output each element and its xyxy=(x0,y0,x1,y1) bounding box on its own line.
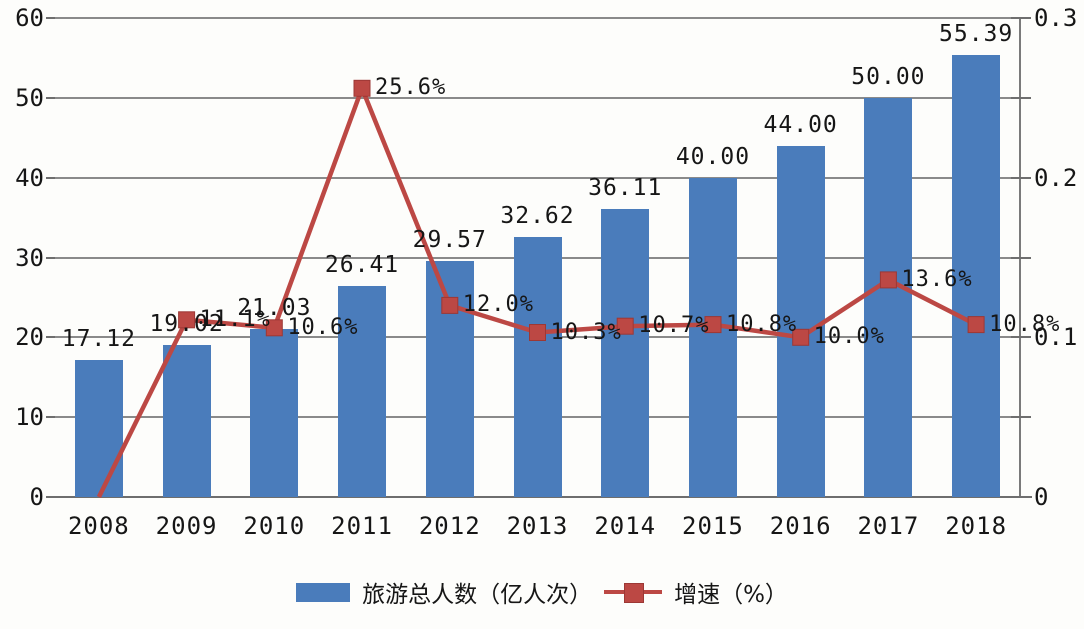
legend-bar-swatch xyxy=(296,582,351,602)
left-axis-label-10: 10 xyxy=(15,403,44,432)
growth-marker-2017 xyxy=(879,271,897,289)
right-axis-tick-4 xyxy=(1011,176,1031,179)
growth-label-2010: 10.6% xyxy=(287,314,359,340)
growth-marker-2014 xyxy=(616,317,634,335)
bar-2017 xyxy=(864,97,913,497)
bar-2014 xyxy=(601,208,650,497)
growth-label-2012: 12.0% xyxy=(462,292,534,318)
right-axis-tick-0 xyxy=(1011,496,1031,498)
right-axis-label-0: 0 xyxy=(1034,483,1049,511)
growth-label-2013: 10.3% xyxy=(550,319,622,345)
x-axis-label-2017: 2017 xyxy=(857,512,920,540)
bar-2010 xyxy=(250,329,299,497)
left-axis-tick-40 xyxy=(46,176,55,179)
left-axis-label-30: 30 xyxy=(15,243,44,272)
bar-2008 xyxy=(74,360,123,497)
right-axis-label-0.1: 0.1 xyxy=(1034,323,1078,352)
growth-marker-2010 xyxy=(265,319,283,337)
right-axis-tick-2 xyxy=(1011,336,1031,339)
legend-line-marker xyxy=(604,582,663,603)
legend-line-square xyxy=(624,583,645,603)
growth-marker-2015 xyxy=(704,316,722,334)
bar-value-label-2010: 21.03 xyxy=(237,295,312,322)
gridline-40 xyxy=(55,176,1020,179)
x-axis-label-2010: 2010 xyxy=(243,512,306,540)
left-axis-tick-30 xyxy=(46,256,55,259)
growth-label-2009: 11.1% xyxy=(199,306,271,332)
left-axis-tick-50 xyxy=(46,96,55,99)
right-axis-tick-6 xyxy=(1011,17,1031,19)
growth-marker-2012 xyxy=(441,296,459,314)
right-axis-tick-5 xyxy=(1011,96,1031,99)
growth-marker-2013 xyxy=(529,324,546,341)
bar-value-label-2014: 36.11 xyxy=(588,174,663,201)
growth-label-2017: 13.6% xyxy=(901,266,973,292)
x-axis-label-2009: 2009 xyxy=(155,512,218,540)
left-axis-label-0: 0 xyxy=(29,483,44,511)
growth-marker-2011 xyxy=(353,79,371,97)
left-axis-label-60: 60 xyxy=(15,4,44,32)
right-axis-label-0.3: 0.3 xyxy=(1034,4,1078,32)
left-axis-tick-60 xyxy=(46,17,55,19)
x-axis-line xyxy=(48,496,1032,498)
left-axis-label-40: 40 xyxy=(15,163,44,192)
right-axis-label-0.2: 0.2 xyxy=(1034,163,1078,192)
right-axis-tick-3 xyxy=(1011,256,1031,259)
bar-value-label-2008: 17.12 xyxy=(61,326,136,353)
bar-2018 xyxy=(952,54,1001,497)
x-axis-label-2008: 2008 xyxy=(67,512,130,540)
left-axis-label-20: 20 xyxy=(15,323,44,352)
left-axis-tick-20 xyxy=(46,336,55,339)
x-axis-label-2012: 2012 xyxy=(418,512,481,540)
bar-2013 xyxy=(513,236,562,497)
bar-2009 xyxy=(162,345,211,497)
legend-line-label: 增速（%） xyxy=(674,582,788,608)
x-axis-label-2016: 2016 xyxy=(769,512,832,540)
growth-marker-2018 xyxy=(967,316,985,334)
bar-value-label-2009: 19.02 xyxy=(149,311,224,338)
bar-2011 xyxy=(338,286,387,497)
gridline-50 xyxy=(55,96,1020,99)
gridline-60 xyxy=(55,17,1020,19)
growth-label-2016: 10.0% xyxy=(813,324,885,350)
growth-line xyxy=(96,82,978,498)
growth-label-2018: 10.8% xyxy=(989,311,1061,337)
bar-value-label-2017: 50.00 xyxy=(851,63,926,90)
left-axis-label-50: 50 xyxy=(15,83,44,112)
growth-label-2014: 10.7% xyxy=(638,313,710,339)
bar-value-label-2012: 29.57 xyxy=(412,226,487,253)
bar-value-label-2011: 26.41 xyxy=(324,252,400,279)
chart-legend: 旅游总人数（亿人次） 增速（%） xyxy=(0,576,1084,608)
growth-marker-2016 xyxy=(792,328,810,346)
growth-marker-2009 xyxy=(178,311,196,329)
x-axis-label-2015: 2015 xyxy=(682,512,744,540)
bar-value-label-2015: 40.00 xyxy=(675,143,751,170)
x-axis-label-2013: 2013 xyxy=(506,512,569,540)
x-axis-label-2018: 2018 xyxy=(945,512,1008,540)
growth-label-2011: 25.6% xyxy=(375,75,447,101)
legend-bar-label: 旅游总人数（亿人次） xyxy=(362,582,593,608)
left-axis-tick-10 xyxy=(46,416,55,419)
bar-value-label-2016: 44.00 xyxy=(763,111,838,138)
bar-2016 xyxy=(776,145,825,497)
bar-value-label-2018: 55.39 xyxy=(939,20,1014,47)
x-axis-label-2011: 2011 xyxy=(331,512,393,540)
x-axis-label-2014: 2014 xyxy=(594,512,657,540)
bar-value-label-2013: 32.62 xyxy=(500,202,575,229)
growth-label-2015: 10.8% xyxy=(725,311,798,337)
right-axis-tick-1 xyxy=(1011,416,1031,419)
bar-2015 xyxy=(688,177,737,497)
